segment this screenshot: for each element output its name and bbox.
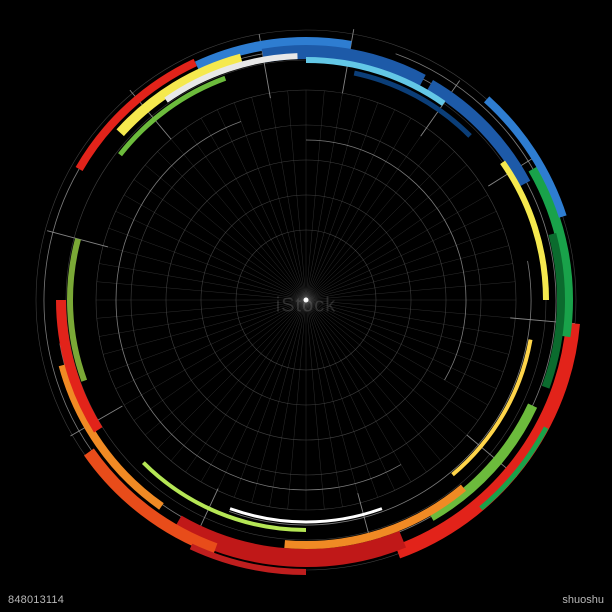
watermark-author: shuoshu <box>562 594 604 606</box>
watermark-id: 848013114 <box>8 594 64 606</box>
abstract-radial-graphic: iStock 848013114 shuoshu <box>0 0 612 612</box>
watermark-credit: 848013114 <box>8 594 64 606</box>
watermark-center: iStock <box>276 295 336 318</box>
